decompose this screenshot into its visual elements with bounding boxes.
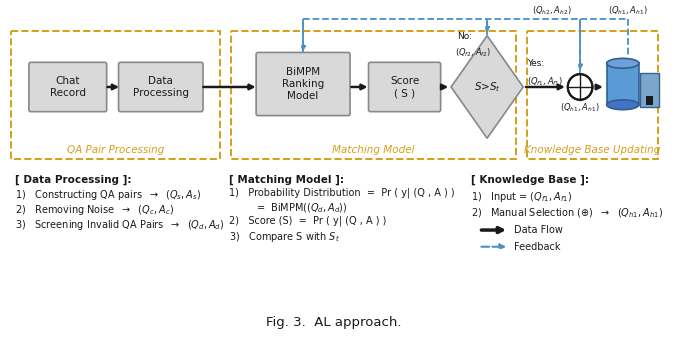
Text: Feedback: Feedback <box>514 242 560 252</box>
Bar <box>645 96 653 105</box>
Text: Yes:: Yes: <box>527 59 544 68</box>
Text: $(Q_{h1},A_{h1})$: $(Q_{h1},A_{h1})$ <box>608 4 648 17</box>
FancyBboxPatch shape <box>256 53 350 116</box>
Bar <box>11 31 220 159</box>
Text: $(Q_{f2},A_{f2})$: $(Q_{f2},A_{f2})$ <box>455 46 491 59</box>
Text: 1)   Constructing QA pairs  $\rightarrow$  $(Q_s,A_s)$: 1) Constructing QA pairs $\rightarrow$ $… <box>15 187 201 202</box>
Polygon shape <box>451 36 523 138</box>
Text: S>S$_t$: S>S$_t$ <box>474 80 500 94</box>
Text: 1)   Input = $(Q_{f1},A_{f1})$: 1) Input = $(Q_{f1},A_{f1})$ <box>471 190 572 204</box>
Text: No:: No: <box>457 32 472 41</box>
Ellipse shape <box>607 100 639 110</box>
Text: [ Knowledge Base ]:: [ Knowledge Base ]: <box>471 175 589 185</box>
Text: 1)   Probability Distribution  =  Pr ( y| (Q , A ) ): 1) Probability Distribution = Pr ( y| (Q… <box>229 187 455 198</box>
Text: 2)   Removing Noise  $\rightarrow$  $(Q_c,A_c)$: 2) Removing Noise $\rightarrow$ $(Q_c,A_… <box>15 203 174 217</box>
Ellipse shape <box>607 58 639 68</box>
Text: 3)   Compare S with $S_t$: 3) Compare S with $S_t$ <box>229 230 340 244</box>
Text: 2)   Score (S)  =  Pr ( y| (Q , A ) ): 2) Score (S) = Pr ( y| (Q , A ) ) <box>229 216 386 226</box>
Bar <box>231 31 516 159</box>
Text: Data
Processing: Data Processing <box>133 76 189 98</box>
Text: $(Q_{h2},A_{h2})$: $(Q_{h2},A_{h2})$ <box>532 4 571 17</box>
FancyBboxPatch shape <box>118 62 203 112</box>
FancyBboxPatch shape <box>29 62 106 112</box>
Text: 2)   Manual Selection $(\oplus)$  $\rightarrow$  $(Q_{h1},A_{h1})$: 2) Manual Selection $(\oplus)$ $\rightar… <box>471 207 663 220</box>
Text: [ Data Processing ]:: [ Data Processing ]: <box>15 175 131 185</box>
Text: QA Pair Processing: QA Pair Processing <box>66 145 164 155</box>
Text: Knowledge Base Updating: Knowledge Base Updating <box>524 145 661 155</box>
Text: Matching Model: Matching Model <box>332 145 414 155</box>
Text: Fig. 3.  AL approach.: Fig. 3. AL approach. <box>266 316 401 329</box>
Text: 3)   Screening Invalid QA Pairs  $\rightarrow$  $(Q_d,A_d)$: 3) Screening Invalid QA Pairs $\rightarr… <box>15 218 224 233</box>
Bar <box>607 63 639 105</box>
Text: $(Q_{f1},A_{f1})$: $(Q_{f1},A_{f1})$ <box>527 75 564 88</box>
Text: =  BiMPM($(Q_d,A_d)$): = BiMPM($(Q_d,A_d)$) <box>256 202 347 215</box>
FancyBboxPatch shape <box>368 62 440 112</box>
Text: [ Matching Model ]:: [ Matching Model ]: <box>229 175 344 185</box>
Text: BiMPM
Ranking
Model: BiMPM Ranking Model <box>282 67 324 101</box>
Circle shape <box>568 74 592 100</box>
Bar <box>527 31 658 159</box>
Text: $(Q_{h1},A_{h1})$: $(Q_{h1},A_{h1})$ <box>560 102 600 114</box>
Text: Chat
Record: Chat Record <box>50 76 86 98</box>
Text: Data Flow: Data Flow <box>514 225 563 235</box>
Text: Score
( S ): Score ( S ) <box>390 76 419 98</box>
FancyBboxPatch shape <box>640 73 659 107</box>
